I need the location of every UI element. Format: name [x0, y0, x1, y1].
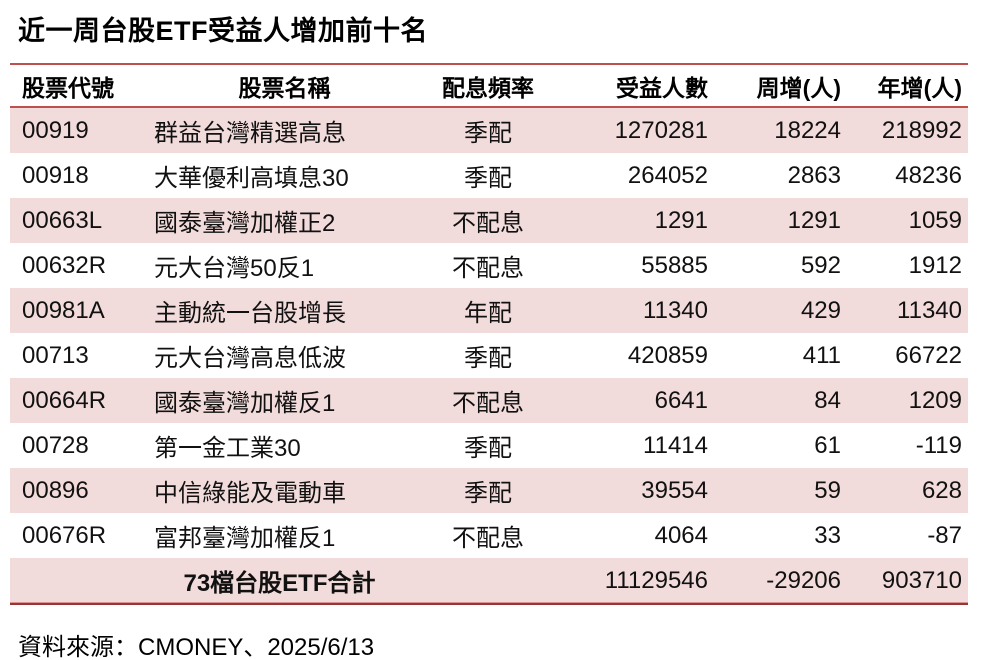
cell-holders: 11414: [643, 431, 708, 459]
cell-year-change: 218992: [881, 116, 962, 144]
column-header-week-change: 周增(人): [714, 64, 847, 108]
total-holders: 11129546: [549, 558, 714, 605]
cell-freq: 季配: [464, 120, 512, 147]
cell-freq: 季配: [464, 435, 512, 462]
cell-freq: 季配: [464, 345, 512, 372]
total-year-change: 903710: [847, 558, 968, 605]
total-row: 73檔台股ETF合計 11129546 -29206 903710: [10, 558, 968, 605]
data-source-note: 資料來源：CMONEY、2025/6/13: [18, 634, 375, 660]
table-row: 00632R 元大台灣50反1 不配息 55885 592 1912: [10, 243, 968, 288]
cell-week-change: 2863: [787, 161, 841, 189]
cell-holders: 4064: [654, 521, 708, 549]
cell-year-change: -119: [915, 431, 962, 459]
cell-week-change: 1291: [787, 206, 841, 234]
cell-code: 00676R: [22, 521, 107, 549]
column-header-holders: 受益人數: [549, 64, 714, 108]
table-row: 00919 群益台灣精選高息 季配 1270281 18224 218992: [10, 107, 968, 153]
cell-holders: 6641: [654, 386, 708, 414]
cell-week-change: 84: [814, 386, 841, 414]
cell-code: 00713: [22, 341, 89, 369]
cell-freq: 季配: [464, 165, 512, 192]
cell-week-change: 61: [814, 431, 841, 459]
cell-name: 第一金工業30: [154, 435, 301, 462]
cell-name: 富邦臺灣加權反1: [154, 525, 336, 552]
table-row: 00713 元大台灣高息低波 季配 420859 411 66722: [10, 333, 968, 378]
table-row: 00918 大華優利高填息30 季配 264052 2863 48236: [10, 153, 968, 198]
cell-holders: 1291: [654, 206, 708, 234]
cell-code: 00919: [22, 116, 89, 144]
cell-freq: 不配息: [452, 210, 524, 237]
table-row: 00728 第一金工業30 季配 11414 61 -119: [10, 423, 968, 468]
cell-holders: 55885: [641, 251, 708, 279]
etf-holders-table: 股票代號 股票名稱 配息頻率 受益人數 周增(人) 年增(人) 00919 群益…: [10, 63, 968, 605]
column-header-name: 股票名稱: [142, 64, 427, 108]
cell-week-change: 18224: [774, 116, 841, 144]
cell-holders: 420859: [627, 341, 708, 369]
cell-name: 主動統一台股增長: [154, 300, 346, 327]
total-label: 73檔台股ETF合計: [10, 558, 549, 605]
cell-week-change: 429: [800, 296, 841, 324]
cell-year-change: 628: [921, 476, 962, 504]
cell-year-change: 1912: [908, 251, 962, 279]
cell-name: 群益台灣精選高息: [154, 120, 346, 147]
cell-freq: 不配息: [452, 390, 524, 417]
column-header-year-change: 年增(人): [847, 64, 968, 108]
cell-code: 00664R: [22, 386, 107, 414]
table-row: 00663L 國泰臺灣加權正2 不配息 1291 1291 1059: [10, 198, 968, 243]
table-row: 00676R 富邦臺灣加權反1 不配息 4064 33 -87: [10, 513, 968, 558]
cell-year-change: 11340: [897, 296, 962, 324]
cell-name: 大華優利高填息30: [154, 165, 349, 192]
page-title: 近一周台股ETF受益人增加前十名: [18, 16, 428, 46]
cell-holders: 39554: [641, 476, 708, 504]
column-header-code: 股票代號: [10, 64, 142, 108]
cell-week-change: 59: [814, 476, 841, 504]
cell-name: 國泰臺灣加權正2: [154, 210, 336, 237]
cell-year-change: -87: [927, 521, 962, 549]
table-row: 00664R 國泰臺灣加權反1 不配息 6641 84 1209: [10, 378, 968, 423]
table-body: 00919 群益台灣精選高息 季配 1270281 18224 218992 0…: [10, 107, 968, 605]
cell-name: 國泰臺灣加權反1: [154, 390, 336, 417]
cell-freq: 年配: [464, 300, 512, 327]
table-row: 00896 中信綠能及電動車 季配 39554 59 628: [10, 468, 968, 513]
cell-holders: 1270281: [614, 116, 708, 144]
cell-week-change: 411: [802, 341, 841, 369]
cell-year-change: 1209: [908, 386, 962, 414]
cell-code: 00632R: [22, 251, 107, 279]
cell-year-change: 1059: [908, 206, 962, 234]
cell-freq: 不配息: [452, 255, 524, 282]
cell-code: 00663L: [22, 206, 103, 234]
cell-week-change: 592: [800, 251, 841, 279]
cell-holders: 11340: [643, 296, 708, 324]
cell-name: 中信綠能及電動車: [154, 480, 346, 507]
cell-code: 00981A: [22, 296, 105, 324]
cell-freq: 季配: [464, 480, 512, 507]
header-row: 股票代號 股票名稱 配息頻率 受益人數 周增(人) 年增(人): [10, 64, 968, 108]
cell-week-change: 33: [814, 521, 841, 549]
cell-holders: 264052: [627, 161, 708, 189]
cell-code: 00918: [22, 161, 89, 189]
cell-year-change: 66722: [895, 341, 962, 369]
total-week-change: -29206: [714, 558, 847, 605]
cell-freq: 不配息: [452, 525, 524, 552]
cell-code: 00896: [22, 476, 89, 504]
cell-name: 元大台灣高息低波: [154, 345, 346, 372]
cell-year-change: 48236: [895, 161, 962, 189]
column-header-freq: 配息頻率: [427, 64, 549, 108]
table-row: 00981A 主動統一台股增長 年配 11340 429 11340: [10, 288, 968, 333]
table-header: 股票代號 股票名稱 配息頻率 受益人數 周增(人) 年增(人): [10, 64, 968, 108]
cell-name: 元大台灣50反1: [154, 255, 315, 282]
cell-code: 00728: [22, 431, 89, 459]
